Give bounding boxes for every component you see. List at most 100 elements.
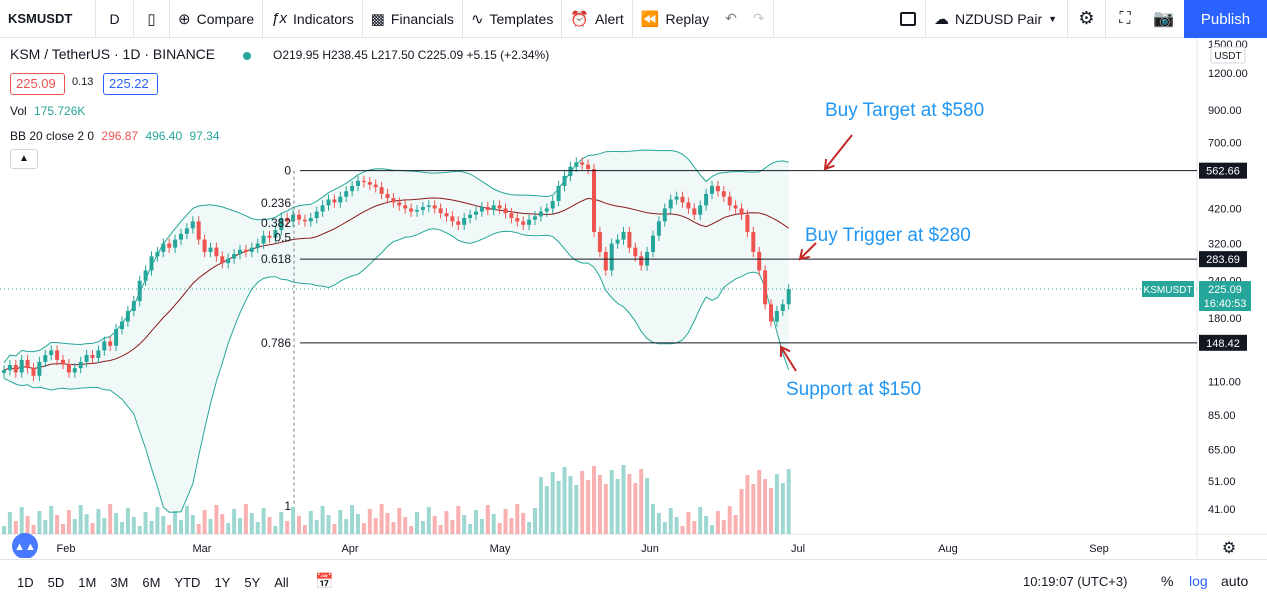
auto-scale-toggle[interactable]: auto bbox=[1221, 573, 1249, 589]
alert-button[interactable]: ⏰ Alert bbox=[562, 0, 633, 38]
fib-level-label: 0.236 bbox=[261, 196, 291, 210]
buy-price[interactable]: 225.22 bbox=[103, 73, 158, 95]
candle-body bbox=[527, 219, 532, 225]
price-tick-label: 320.00 bbox=[1208, 239, 1242, 251]
candle-body bbox=[757, 251, 762, 271]
range-button-1m[interactable]: 1M bbox=[78, 574, 97, 590]
volume-bar bbox=[727, 506, 732, 534]
settings-button[interactable]: ⚙ bbox=[1068, 0, 1106, 38]
support-arrow[interactable] bbox=[779, 345, 797, 372]
candle-body bbox=[391, 198, 396, 203]
candle-body bbox=[491, 205, 496, 210]
volume-bar bbox=[780, 483, 785, 534]
annotations[interactable]: Buy Target at $580 Buy Trigger at $280 Sup… bbox=[779, 100, 984, 400]
interval-button[interactable]: D bbox=[96, 0, 134, 38]
candle-body bbox=[149, 256, 154, 271]
sell-price[interactable]: 225.09 bbox=[10, 73, 65, 95]
price-line-tag[interactable]: 148.42 bbox=[1199, 334, 1247, 351]
volume-bar bbox=[214, 505, 219, 534]
candle-body bbox=[580, 162, 585, 165]
volume-bar bbox=[450, 520, 455, 534]
range-button-1y[interactable]: 1Y bbox=[214, 574, 231, 590]
templates-button[interactable]: ∿ Templates bbox=[463, 0, 563, 38]
range-button-6m[interactable]: 6M bbox=[142, 574, 161, 590]
target-arrow[interactable] bbox=[823, 134, 853, 171]
pair-label: NZDUSD Pair bbox=[955, 10, 1043, 27]
volume-bar bbox=[456, 506, 461, 534]
candle-body bbox=[415, 209, 419, 212]
symbol-title[interactable]: KSM / TetherUS · 1D · BINANCE bbox=[10, 46, 216, 62]
alert-label: Alert bbox=[595, 10, 624, 27]
volume-bar bbox=[332, 524, 337, 534]
price-line-tag[interactable]: 283.69 bbox=[1199, 251, 1247, 268]
candle-body bbox=[474, 211, 478, 215]
candle-body bbox=[479, 206, 484, 212]
range-button-ytd[interactable]: YTD bbox=[174, 574, 201, 590]
svg-text:▲▲: ▲▲ bbox=[14, 541, 36, 553]
range-button-1d[interactable]: 1D bbox=[17, 574, 34, 590]
trigger-arrow[interactable] bbox=[798, 242, 817, 261]
candle-body bbox=[739, 208, 744, 215]
undo-icon: ↶ bbox=[725, 10, 737, 26]
bb-indicator-legend[interactable]: BB 20 close 2 0 296.87 496.40 97.34 bbox=[10, 129, 220, 143]
volume-indicator-legend[interactable]: Vol 175.726K bbox=[10, 104, 85, 118]
calendar-range-icon[interactable]: 📅 bbox=[315, 573, 334, 590]
clock[interactable]: 10:19:07 (UTC+3) bbox=[1023, 574, 1128, 589]
symbol-search-button[interactable]: KSMUSDT bbox=[0, 0, 96, 38]
time-axis[interactable]: Feb Mar Apr May Jun Jul Aug Sep bbox=[57, 543, 1109, 555]
undo-button[interactable]: ↶ bbox=[717, 0, 745, 38]
fib-level-label: 1 bbox=[284, 499, 291, 513]
candle-body bbox=[485, 206, 490, 210]
layout-button[interactable] bbox=[890, 0, 926, 38]
candle-body bbox=[273, 230, 278, 238]
annotation-trigger[interactable]: Buy Trigger at $280 bbox=[805, 225, 971, 246]
annotation-support[interactable]: Support at $150 bbox=[786, 379, 921, 400]
candle-body bbox=[25, 359, 30, 369]
candle-body bbox=[37, 361, 42, 376]
replay-button[interactable]: ⏪ Replay bbox=[633, 0, 717, 38]
candle-body bbox=[721, 191, 726, 197]
volume-bar bbox=[479, 519, 484, 534]
bb-fill bbox=[4, 150, 789, 513]
volume-bar bbox=[55, 515, 60, 534]
percent-scale-toggle[interactable]: % bbox=[1161, 573, 1174, 589]
volume-bar bbox=[96, 509, 101, 534]
month-label: Apr bbox=[341, 543, 358, 555]
annotation-target[interactable]: Buy Target at $580 bbox=[825, 100, 984, 121]
volume-bar bbox=[7, 512, 12, 534]
volume-bar bbox=[639, 469, 644, 534]
log-scale-toggle[interactable]: log bbox=[1189, 573, 1208, 589]
volume-bar bbox=[444, 511, 449, 534]
candle-body bbox=[255, 243, 260, 248]
range-button-3m[interactable]: 3M bbox=[110, 574, 129, 590]
candle-body bbox=[320, 205, 325, 212]
candle-body bbox=[214, 247, 219, 257]
range-button-5y[interactable]: 5Y bbox=[244, 574, 261, 590]
layout-name-button[interactable]: ☁ NZDUSD Pair ▼ bbox=[926, 0, 1068, 38]
price-axis[interactable]: 1500.001200.00900.00700.00420.00320.0024… bbox=[1142, 39, 1251, 516]
volume-bar bbox=[763, 479, 768, 534]
publish-button[interactable]: Publish bbox=[1184, 0, 1267, 38]
redo-button[interactable]: ↷ bbox=[745, 0, 774, 38]
currency-badge[interactable]: USDT bbox=[1210, 46, 1246, 64]
legend-collapse-button[interactable]: ▲ bbox=[10, 149, 38, 169]
range-button-5d[interactable]: 5D bbox=[47, 574, 65, 590]
range-button-all[interactable]: All bbox=[274, 574, 289, 590]
fullscreen-button[interactable]: ⛶ bbox=[1106, 0, 1144, 38]
chart-type-button[interactable]: ▯ bbox=[134, 0, 170, 38]
candles bbox=[0, 157, 1197, 382]
snapshot-button[interactable]: 📷 bbox=[1144, 0, 1184, 38]
indicators-button[interactable]: ƒx Indicators bbox=[263, 0, 363, 38]
financials-button[interactable]: ▩ Financials bbox=[363, 0, 463, 38]
price-line-tag[interactable]: 562.66 bbox=[1199, 162, 1247, 179]
volume-bar bbox=[674, 517, 679, 534]
volume-bar bbox=[668, 508, 673, 534]
compare-button[interactable]: ⊕ Compare bbox=[170, 0, 264, 38]
volume-bar bbox=[72, 519, 77, 534]
last-price-label: 225.09 bbox=[1208, 284, 1242, 296]
last-price-tag[interactable]: KSMUSDT 225.09 16:40:53 bbox=[1142, 281, 1251, 312]
volume-bar bbox=[31, 525, 36, 534]
gear-icon[interactable]: ⚙ bbox=[1222, 540, 1236, 557]
